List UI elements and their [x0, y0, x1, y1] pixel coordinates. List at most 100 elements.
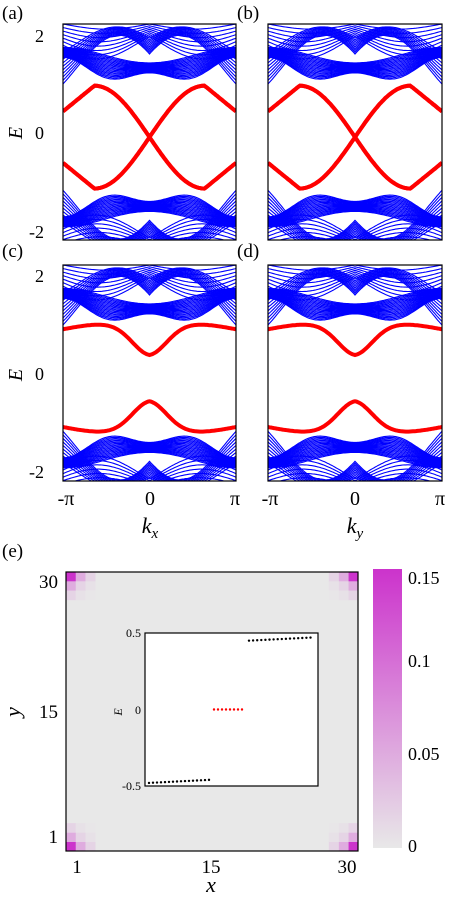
bulk-band-line — [63, 49, 236, 67]
bulk-band-line — [63, 472, 236, 481]
bulk-band-line — [268, 462, 442, 481]
edge-band-line — [268, 322, 442, 358]
bulk-band-line — [63, 204, 236, 223]
bulk-band-line — [63, 449, 236, 467]
bulk-band-line — [63, 294, 236, 314]
heatmap-cell — [338, 590, 349, 601]
bulk-band-line — [268, 200, 442, 221]
edge-band-line — [63, 399, 236, 434]
bulk-band-line — [63, 438, 236, 481]
bulk-band-line — [268, 32, 442, 52]
bulk-band-line — [268, 267, 442, 280]
bulk-band-line — [63, 197, 236, 240]
bulk-band-line — [63, 200, 236, 240]
heatmap-cell — [66, 823, 77, 833]
ylabel-a: E — [5, 127, 27, 140]
inset-point — [305, 636, 308, 639]
inset-point — [183, 779, 187, 783]
bulk-band-line — [63, 194, 236, 218]
bulk-band-line — [63, 269, 236, 284]
inset-ylabel: E — [111, 708, 125, 717]
bulk-band-line — [268, 32, 442, 78]
xtick-d-pi: π — [435, 488, 445, 510]
bulk-band-line — [268, 200, 442, 240]
inset-point — [187, 779, 191, 783]
heatmap-cell — [85, 823, 96, 833]
panel-label-e: (e) — [2, 541, 23, 562]
edge-band-line — [268, 83, 442, 141]
bulk-band-line — [63, 53, 236, 73]
inset-point — [195, 779, 199, 782]
bulk-band-line — [63, 25, 236, 34]
bulk-band-line — [63, 27, 236, 57]
bulk-band-line — [268, 446, 442, 464]
inset-point — [175, 780, 179, 783]
heatmap-cell — [85, 581, 96, 591]
bulk-band-line — [63, 245, 236, 250]
bulk-band-line — [63, 290, 236, 307]
bulk-band-line — [268, 26, 442, 53]
bulk-band-line — [63, 214, 236, 239]
bulk-band-line — [63, 209, 236, 227]
bulk-band-line — [63, 30, 236, 47]
ytick-e-30: 30 — [39, 572, 58, 593]
heatmap-cell — [66, 581, 77, 591]
bulk-band-line — [63, 272, 236, 315]
inset-point — [236, 708, 240, 711]
xtick-e-1: 1 — [72, 857, 82, 878]
axes-frame — [267, 23, 443, 241]
bulk-band-line — [63, 296, 236, 319]
bulk-band-line — [63, 445, 236, 464]
bulk-band-line — [63, 49, 236, 66]
panel-label-a: (a) — [2, 3, 23, 24]
bulk-band-line — [268, 54, 442, 75]
bulk-band-line — [268, 296, 442, 319]
cbar-tick-01: 0.1 — [408, 651, 431, 671]
bulk-band-line — [63, 51, 236, 70]
inset-point — [167, 780, 171, 784]
bulk-band-line — [268, 194, 442, 218]
bulk-band-line — [63, 200, 236, 221]
heatmap-cell — [338, 832, 349, 842]
heatmap-cell — [328, 841, 339, 852]
bulk-band-line — [63, 451, 236, 469]
bulk-band-line — [63, 271, 236, 288]
inset-point — [151, 781, 155, 784]
xtick-d-mpi: -π — [262, 488, 279, 510]
bulk-band-line — [268, 47, 442, 65]
bulk-band-line — [268, 208, 442, 226]
bulk-band-line — [268, 273, 442, 293]
inset-point — [228, 708, 232, 711]
bulk-band-line — [268, 287, 442, 305]
inset-frame — [144, 632, 319, 787]
bulk-band-line — [268, 55, 442, 76]
inset-point — [268, 638, 271, 641]
bulk-band-line — [268, 210, 442, 227]
bulk-band-line — [268, 193, 442, 240]
bulk-band-line — [63, 447, 236, 465]
heatmap-cell — [348, 590, 359, 601]
bulk-band-line — [63, 444, 236, 463]
bulk-band-line — [268, 210, 442, 228]
bulk-band-line — [63, 55, 236, 78]
bulk-band-line — [63, 268, 236, 298]
inset-point — [155, 781, 159, 784]
bulk-band-line — [268, 445, 442, 464]
inset-point — [159, 781, 163, 784]
bulk-band-line — [63, 205, 236, 223]
heatmap-cell — [66, 590, 77, 601]
bulk-band-line — [268, 223, 442, 240]
xtick-c-pi: π — [230, 488, 240, 510]
colorbar-gradient — [373, 569, 402, 848]
bulk-band-line — [63, 293, 236, 312]
bulk-band-line — [268, 449, 442, 467]
bulk-band-line — [268, 441, 442, 481]
bulk-band-line — [268, 267, 442, 294]
bulk-band-line — [63, 195, 236, 218]
heatmap-cell — [328, 590, 339, 601]
bulk-band-line — [268, 51, 442, 70]
ytick-e-1: 1 — [49, 827, 59, 848]
bulk-band-line — [268, 468, 442, 481]
bulk-band-line — [268, 459, 442, 481]
